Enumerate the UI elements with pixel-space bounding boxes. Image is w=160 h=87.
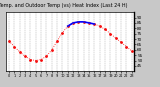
Text: Milw. Temp. and Outdoor Temp (vs) Heat Index (Last 24 H): Milw. Temp. and Outdoor Temp (vs) Heat I…: [0, 3, 127, 8]
